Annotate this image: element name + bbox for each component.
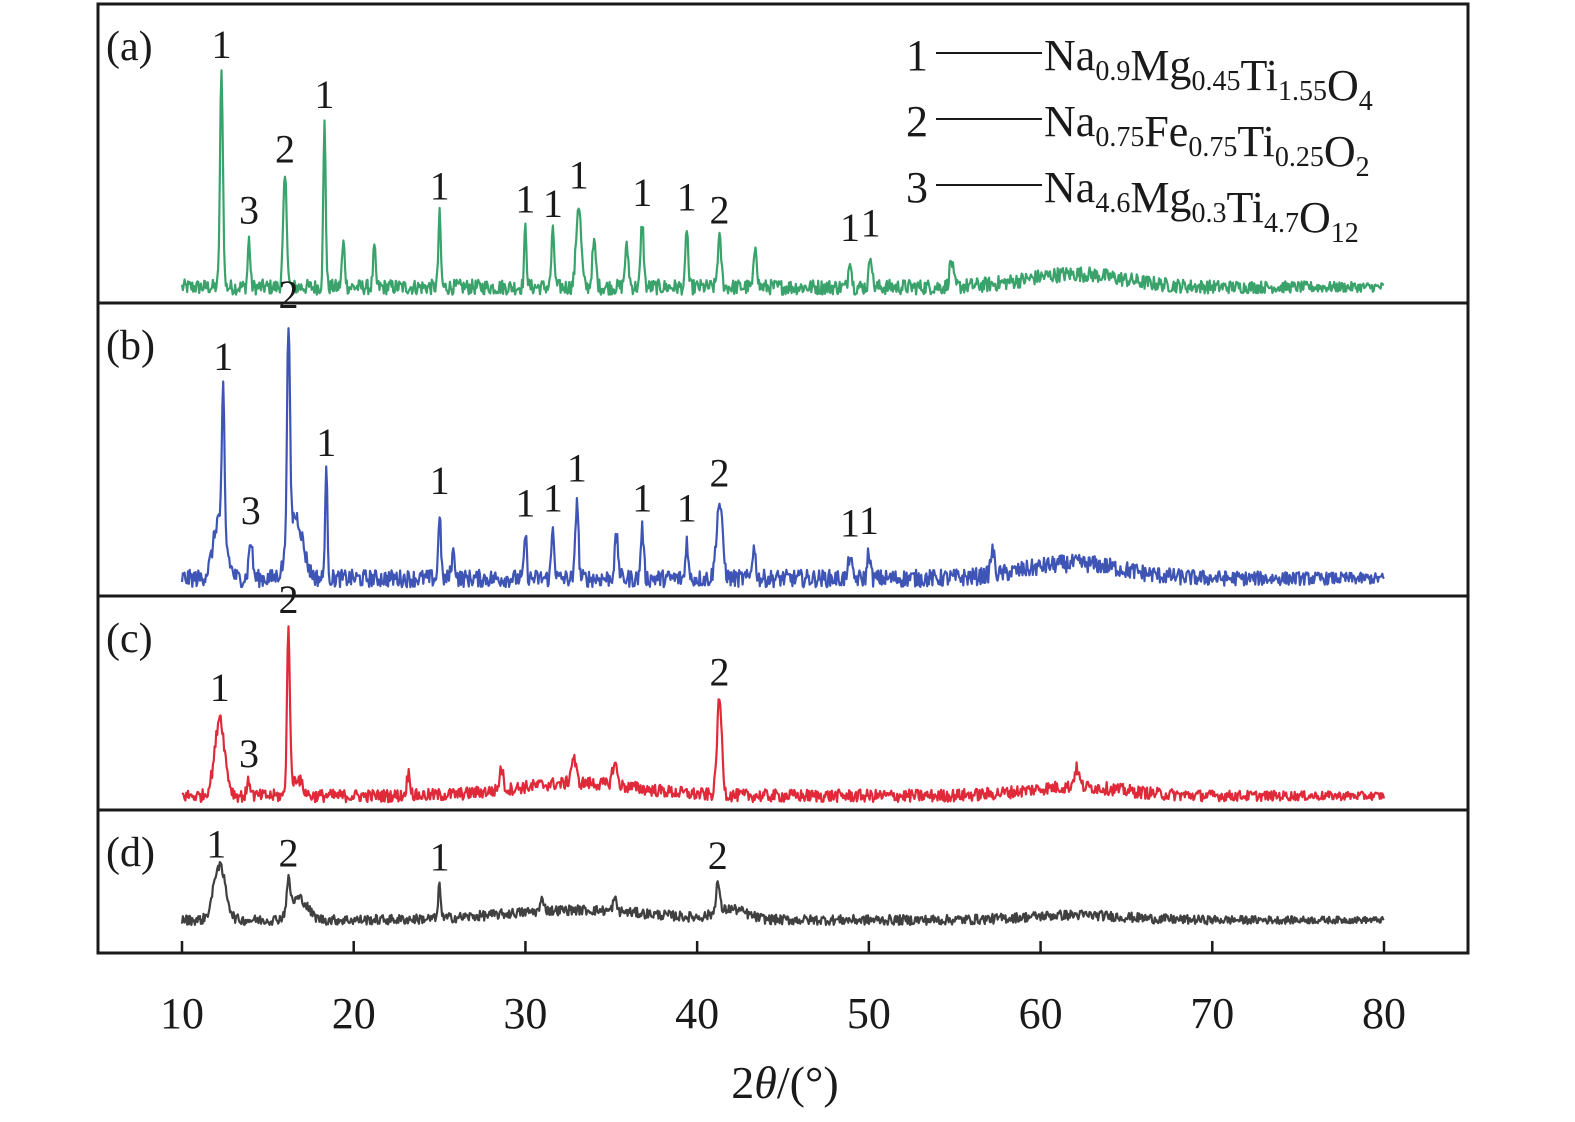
peak-label: 1 xyxy=(569,153,589,198)
peak-label: 2 xyxy=(279,830,299,875)
panel-c: (c) 13 2 2 xyxy=(96,577,1470,812)
panel-frame xyxy=(96,808,1470,955)
legend-key: 2 xyxy=(906,97,928,146)
legend-entry: 1 Na0.9Mg0.45Ti1.55O4 xyxy=(906,31,1373,117)
x-tick-label: 30 xyxy=(503,989,547,1038)
peak-label: 1 xyxy=(677,174,697,219)
peak-label: 2 xyxy=(708,833,728,878)
series-line xyxy=(181,625,1386,804)
peak-label: 2 xyxy=(710,450,730,495)
legend-key: 1 xyxy=(906,31,928,80)
peak-label: 1 xyxy=(430,834,450,879)
peak-label: 2 xyxy=(710,650,730,695)
legend-formula: Na0.75Fe0.75Ti0.25O2 xyxy=(1044,97,1370,183)
panel-label: (c) xyxy=(106,616,153,662)
x-tick-label: 20 xyxy=(332,989,376,1038)
legend: 1 Na0.9Mg0.45Ti1.55O4 2 Na0.75Fe0.75Ti0.25O… xyxy=(906,31,1373,249)
x-tick-label: 50 xyxy=(847,989,891,1038)
peak-label: 1 xyxy=(632,476,652,521)
peak-label: 1 xyxy=(206,822,226,867)
peak-label: 1 xyxy=(567,445,587,490)
panel-frame xyxy=(96,594,1470,812)
peak-label: 3 xyxy=(239,731,259,776)
peak-label: 2 xyxy=(710,188,730,233)
x-tick-label: 60 xyxy=(1019,989,1063,1038)
peak-label: 1 xyxy=(315,72,335,117)
peak-label: 1 xyxy=(210,665,230,710)
peak-label: 1 xyxy=(543,181,563,226)
panel-label: (d) xyxy=(106,830,155,876)
legend-entry: 3 Na4.6Mg0.3Ti4.7O12 xyxy=(906,163,1359,249)
peak-label: 1 xyxy=(859,498,879,543)
x-tick-label: 70 xyxy=(1190,989,1234,1038)
panel-label: (b) xyxy=(106,323,155,369)
peak-label: 1 xyxy=(840,501,860,546)
x-tick-label: 40 xyxy=(675,989,719,1038)
series-line xyxy=(180,69,1385,296)
peak-label: 1 xyxy=(543,476,563,521)
peak-label: 1 xyxy=(840,205,860,250)
peak-label: 3 xyxy=(239,188,259,233)
panel-label: (a) xyxy=(106,24,153,70)
peak-label: 2 xyxy=(279,272,299,317)
panel-d: (d) 1 2 1 2 xyxy=(96,808,1470,955)
peak-label: 1 xyxy=(213,334,233,379)
series-line xyxy=(180,861,1385,927)
peak-label: 3 xyxy=(241,488,261,533)
peak-label: 1 xyxy=(515,177,535,222)
peak-label: 2 xyxy=(279,577,299,622)
peak-label: 1 xyxy=(632,170,652,215)
peak-label: 1 xyxy=(316,420,336,465)
legend-entry: 2 Na0.75Fe0.75Ti0.25O2 xyxy=(906,97,1370,183)
peak-label: 1 xyxy=(861,201,881,246)
peak-label: 1 xyxy=(430,164,450,209)
peak-label: 1 xyxy=(515,481,535,526)
x-axis-label: 2θ/(°) xyxy=(731,1057,838,1108)
legend-formula: Na4.6Mg0.3Ti4.7O12 xyxy=(1044,163,1359,249)
peak-label: 1 xyxy=(212,22,232,67)
legend-key: 3 xyxy=(906,163,928,212)
x-axis: 10 20 30 40 50 60 70 80 xyxy=(160,941,1406,1038)
legend-formula: Na0.9Mg0.45Ti1.55O4 xyxy=(1044,31,1373,117)
peak-label: 1 xyxy=(677,486,697,531)
peak-label: 2 xyxy=(275,127,295,172)
peak-label: 1 xyxy=(430,458,450,503)
x-tick-label: 10 xyxy=(160,989,204,1038)
series-line xyxy=(180,327,1385,589)
x-tick-label: 80 xyxy=(1362,989,1406,1038)
